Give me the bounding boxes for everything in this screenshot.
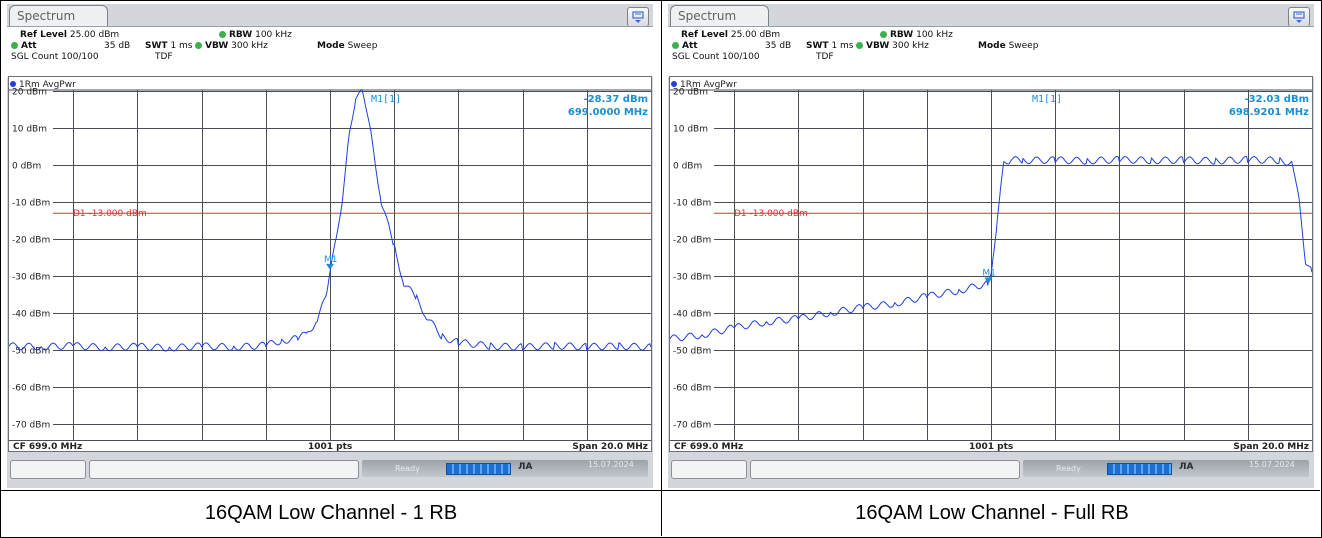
spectrum-panel-left: Spectrum Ref Level 25.00 dBm Att 35 dB S… bbox=[7, 4, 653, 488]
marker-readout-freq: 698.9201 MHz bbox=[1229, 107, 1309, 118]
sgl-count: SGL Count 100/100 bbox=[11, 52, 99, 62]
y-tick-label: 20 dBm bbox=[12, 88, 47, 98]
trace-line bbox=[670, 155, 1312, 342]
status-bar: Ready ЛА 15.07.2024 bbox=[10, 457, 650, 481]
status-field-left[interactable] bbox=[10, 460, 86, 479]
status-field-message[interactable] bbox=[89, 460, 359, 479]
status-date: 15.07.2024 bbox=[1249, 460, 1295, 469]
status-field-left[interactable] bbox=[671, 460, 747, 479]
display-line-label: D1 -13.000 dBm bbox=[73, 209, 147, 219]
status-ready: Ready bbox=[395, 464, 420, 473]
trace-line bbox=[9, 89, 651, 352]
menu-button[interactable] bbox=[1288, 7, 1310, 27]
measure-progress-bar bbox=[446, 463, 511, 475]
y-tick-label: -40 dBm bbox=[12, 310, 50, 320]
display-line-label: D1 -13.000 dBm bbox=[734, 209, 808, 219]
points-label: 1001 pts bbox=[308, 442, 352, 451]
mode: Mode Sweep bbox=[317, 41, 378, 51]
spectrum-panel-right: Spectrum Ref Level 25.00 dBm Att 35 dB S… bbox=[668, 4, 1314, 488]
spectrum-tab[interactable]: Spectrum bbox=[9, 5, 108, 26]
settings-info-bar: Ref Level 25.00 dBm Att 35 dB SGL Count … bbox=[7, 26, 653, 77]
y-tick-label: -20 dBm bbox=[12, 236, 50, 246]
y-tick-label: -50 dBm bbox=[12, 347, 50, 357]
swt: SWT 1 ms bbox=[145, 41, 193, 51]
sgl-count: SGL Count 100/100 bbox=[672, 52, 760, 62]
y-tick-label: -40 dBm bbox=[673, 310, 711, 320]
trace-dot-icon bbox=[671, 81, 677, 87]
y-tick-label: -10 dBm bbox=[673, 199, 711, 209]
att-value: 35 dB bbox=[104, 41, 131, 51]
trace-label: 1Rm AvgPwr bbox=[680, 80, 737, 90]
caption-left: 16QAM Low Channel - 1 RB bbox=[204, 502, 458, 524]
marker-readout-name: M1[1] bbox=[1032, 94, 1062, 105]
ref-level: Ref Level 25.00 dBm bbox=[681, 30, 781, 40]
vbw: VBW 300 kHz bbox=[195, 41, 268, 51]
y-tick-label: -20 dBm bbox=[673, 236, 711, 246]
sweep-count-icon: ЛА bbox=[1179, 462, 1194, 472]
spectrum-plot[interactable]: 1Rm AvgPwr 20 dBm 10 dBm 0 dBm -10 dBm -20 dB… bbox=[8, 76, 652, 452]
status-ready: Ready bbox=[1056, 464, 1081, 473]
trace-dot-icon bbox=[10, 81, 16, 87]
y-tick-label: 10 dBm bbox=[12, 125, 47, 135]
center-frequency-label: CF 699.0 MHz bbox=[674, 442, 743, 451]
sweep-count-icon: ЛА bbox=[518, 462, 533, 472]
measure-progress-bar bbox=[1107, 463, 1172, 475]
menu-icon bbox=[632, 11, 644, 23]
spectrum-tab[interactable]: Spectrum bbox=[670, 5, 769, 26]
att-value: 35 dB bbox=[765, 41, 792, 51]
y-tick-label: -50 dBm bbox=[673, 347, 711, 357]
marker-tag: M1 bbox=[324, 255, 338, 265]
span-label: Span 20.0 MHz bbox=[1233, 442, 1309, 451]
y-tick-label: -60 dBm bbox=[673, 384, 711, 394]
att: Att bbox=[11, 41, 37, 51]
status-field-message[interactable] bbox=[750, 460, 1020, 479]
y-tick-label: -30 dBm bbox=[673, 273, 711, 283]
y-tick-label: 0 dBm bbox=[673, 162, 702, 172]
marker-tag: M1 bbox=[982, 268, 996, 278]
rbw: RBW 100 kHz bbox=[219, 30, 292, 40]
att: Att bbox=[672, 41, 698, 51]
y-tick-label: 20 dBm bbox=[673, 88, 708, 98]
spectrum-plot[interactable]: 1Rm AvgPwr 20 dBm 10 dBm 0 dBm -10 dBm -20 dB… bbox=[669, 76, 1313, 452]
ref-level: Ref Level 25.00 dBm bbox=[20, 30, 120, 40]
menu-icon bbox=[1293, 11, 1305, 23]
settings-info-bar: Ref Level 25.00 dBm Att 35 dB SGL Count … bbox=[668, 26, 1314, 77]
caption-right: 16QAM Low Channel - Full RB bbox=[855, 502, 1129, 524]
marker-readout-name: M1[1] bbox=[371, 94, 401, 105]
rbw: RBW 100 kHz bbox=[880, 30, 953, 40]
y-tick-label: -10 dBm bbox=[12, 199, 50, 209]
column-divider bbox=[661, 0, 662, 536]
y-tick-label: -70 dBm bbox=[12, 421, 50, 431]
y-tick-label: -30 dBm bbox=[12, 273, 50, 283]
marker-readout-level: -28.37 dBm bbox=[584, 94, 648, 105]
status-bar: Ready ЛА 15.07.2024 bbox=[671, 457, 1311, 481]
marker-readout-level: -32.03 dBm bbox=[1245, 94, 1309, 105]
caption-divider bbox=[0, 490, 1320, 491]
status-date: 15.07.2024 bbox=[588, 460, 634, 469]
trace-label: 1Rm AvgPwr bbox=[19, 80, 76, 90]
span-label: Span 20.0 MHz bbox=[572, 442, 648, 451]
tdf-label: TDF bbox=[155, 52, 173, 62]
y-tick-label: 0 dBm bbox=[12, 162, 41, 172]
swt: SWT 1 ms bbox=[806, 41, 854, 51]
marker-m1-icon[interactable] bbox=[326, 263, 334, 270]
menu-button[interactable] bbox=[627, 7, 649, 27]
marker-readout-freq: 699.0000 MHz bbox=[568, 107, 648, 118]
marker-m1-icon[interactable] bbox=[984, 277, 993, 284]
y-tick-label: -60 dBm bbox=[12, 384, 50, 394]
vbw: VBW 300 kHz bbox=[856, 41, 929, 51]
mode: Mode Sweep bbox=[978, 41, 1039, 51]
y-tick-label: 10 dBm bbox=[673, 125, 708, 135]
points-label: 1001 pts bbox=[969, 442, 1013, 451]
tdf-label: TDF bbox=[816, 52, 834, 62]
y-tick-label: -70 dBm bbox=[673, 421, 711, 431]
center-frequency-label: CF 699.0 MHz bbox=[13, 442, 82, 451]
